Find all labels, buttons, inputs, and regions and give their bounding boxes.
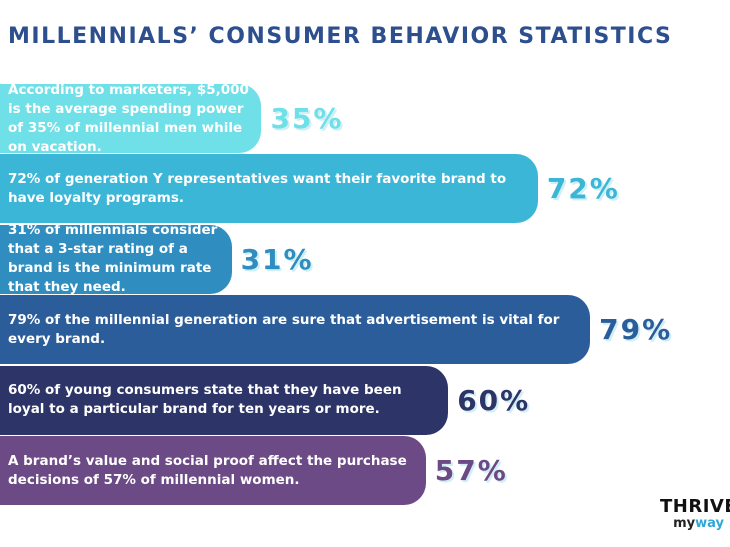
bar-label: A brand’s value and social proof affect …	[8, 452, 407, 488]
logo: THRIVE myway	[660, 498, 730, 532]
value-label: 57%	[434, 454, 508, 487]
bar-label: According to marketers, $5,000 is the av…	[8, 81, 249, 155]
logo-top: THRIVE	[660, 496, 730, 517]
bar-label: 79% of the millennial generation are sur…	[8, 311, 560, 347]
bar: According to marketers, $5,000 is the av…	[0, 82, 262, 155]
bar: A brand’s value and social proof affect …	[0, 436, 426, 505]
value-label: 31%	[240, 242, 314, 276]
bar-label: 60% of young consumers state that they h…	[8, 382, 402, 418]
logo-way: way	[695, 516, 725, 531]
value-label: 72%	[546, 172, 620, 206]
value-label: 60%	[457, 383, 531, 417]
value-label: 79%	[599, 313, 673, 347]
bar-label: 31% of millennials consider that a 3-sta…	[8, 222, 218, 296]
bar: 60% of young consumers state that they h…	[0, 365, 449, 435]
bar: 79% of the millennial generation are sur…	[0, 295, 591, 365]
value-label: 35%	[270, 102, 344, 135]
bar: 72% of generation Y representatives want…	[0, 154, 538, 224]
logo-bottom: myway	[660, 515, 730, 532]
chart-title: MILLENNIALS’ CONSUMER BEHAVIOR STATISTIC…	[8, 24, 673, 49]
bar: 31% of millennials consider that a 3-sta…	[0, 222, 232, 295]
logo-my: my	[673, 516, 696, 531]
bar-label: 72% of generation Y representatives want…	[8, 170, 507, 206]
